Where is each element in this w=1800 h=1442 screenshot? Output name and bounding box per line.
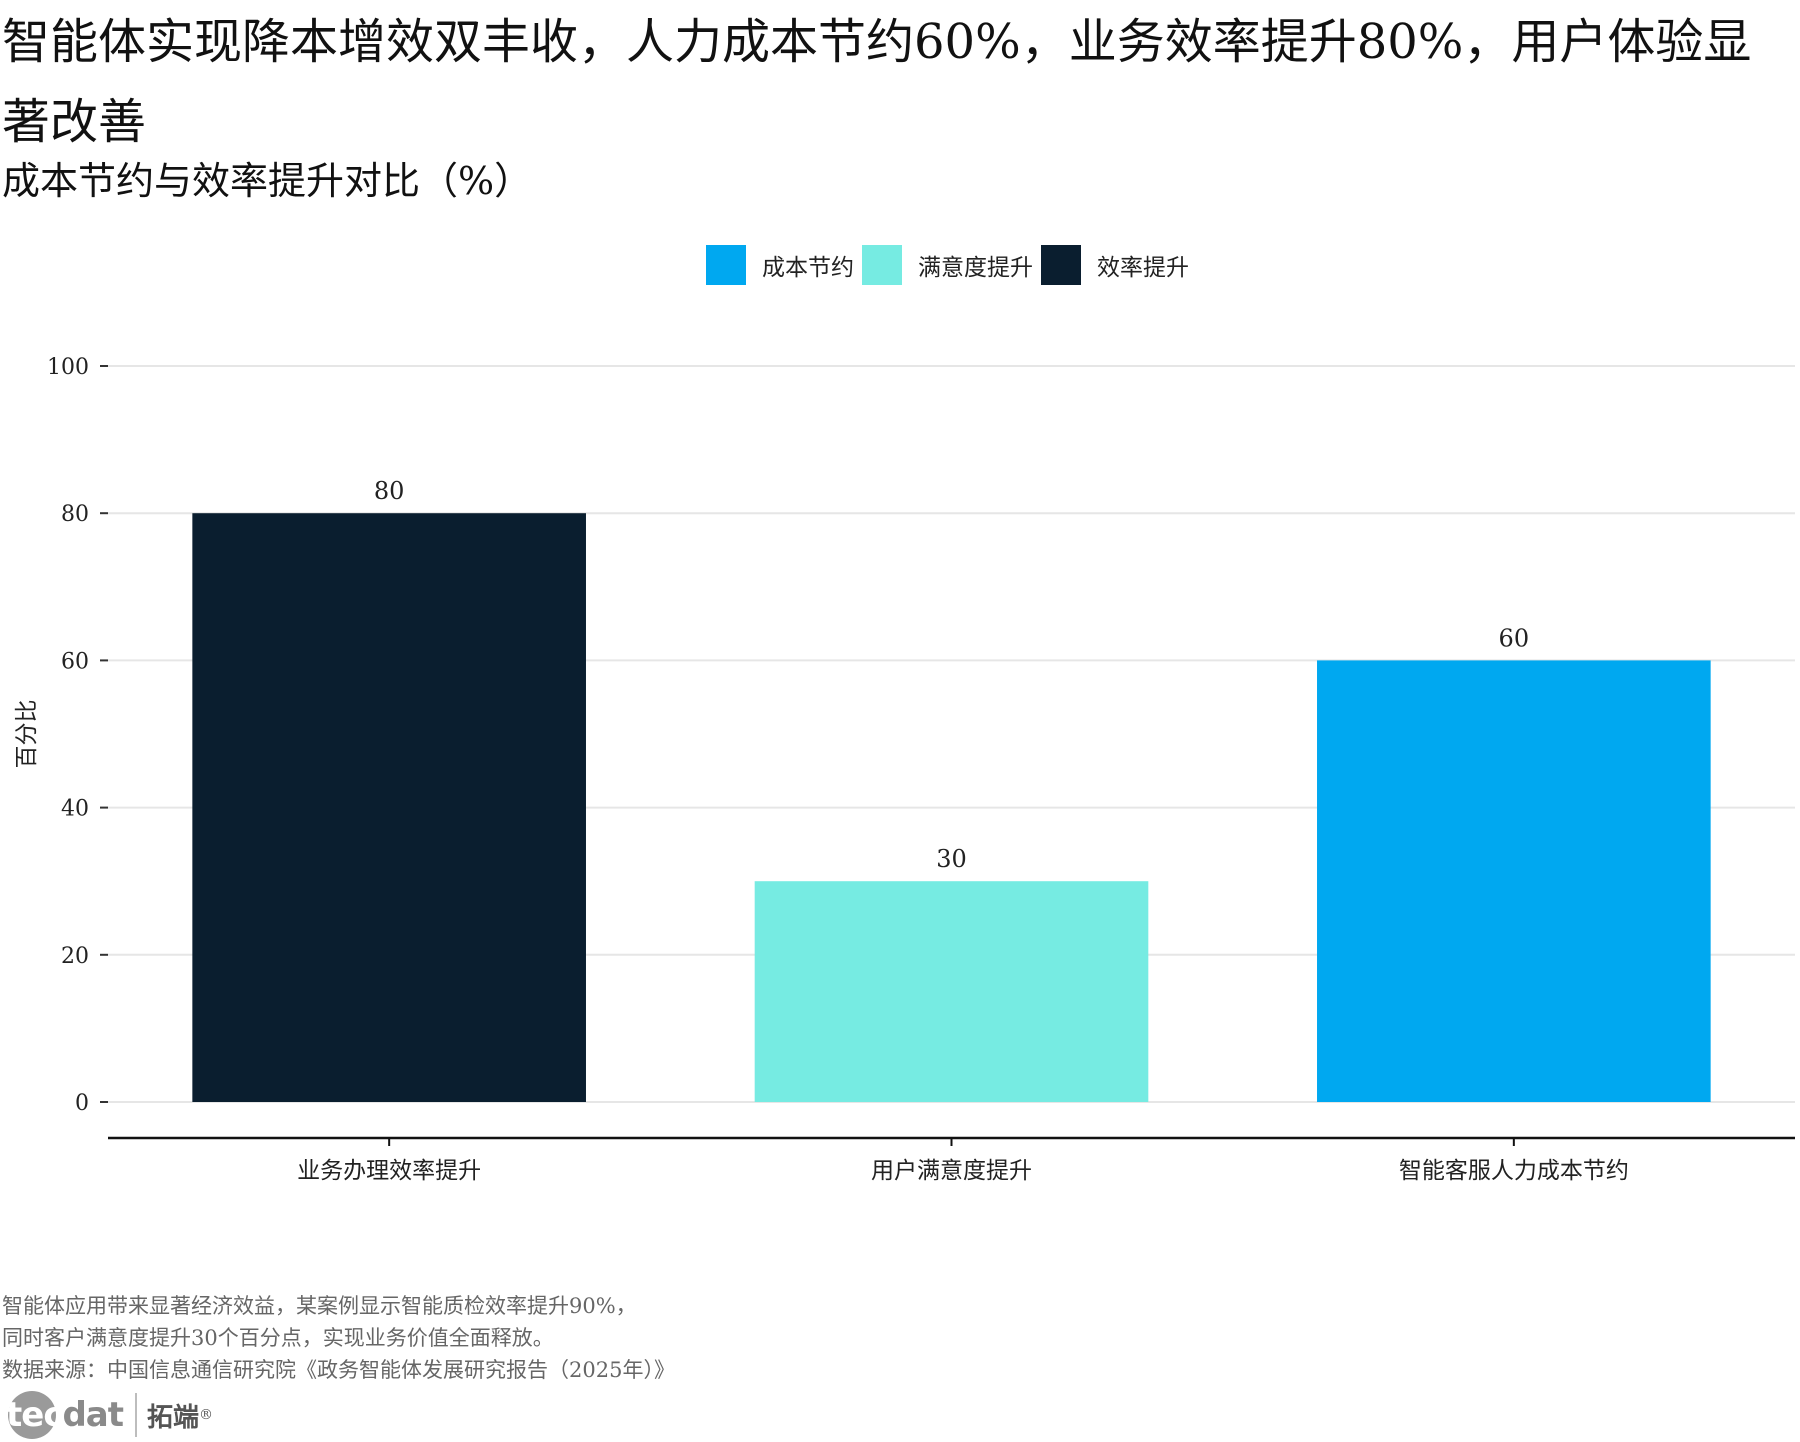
legend-label-efficiency: 效率提升 (1097, 255, 1189, 281)
y-tick-label: 100 (47, 355, 89, 380)
logo-divider (135, 1393, 138, 1437)
bar-3 (1317, 660, 1711, 1102)
logo-text-cn: 拓端 (147, 1402, 200, 1433)
source-note: 数据来源：中国信息通信研究院《政务智能体发展研究报告（2025年）》 (2, 1358, 675, 1382)
legend-label-cost-saving: 成本节约 (762, 255, 854, 281)
registered-mark: ® (199, 1407, 214, 1423)
legend-item-efficiency: 效率提升 (1041, 245, 1197, 285)
logo-circle-icon (8, 1391, 56, 1439)
legend-swatch-efficiency (1041, 245, 1081, 285)
bar-chart: 0 20 40 60 80 100 百分比 80 30 60 业务办理效率提升 用户满意度提升 智能客服… (14, 355, 1795, 1184)
y-tick-label: 60 (61, 649, 89, 674)
note-line-1: 智能体应用带来显著经济效益，某案例显示智能质检效率提升90%， (2, 1294, 637, 1318)
bar-value-label: 30 (936, 845, 967, 873)
bar-value-label: 80 (374, 477, 405, 505)
bar-2 (754, 881, 1149, 1102)
legend-item-cost-saving: 成本节约 (706, 245, 862, 285)
legend-item-satisfaction: 满意度提升 (862, 245, 1041, 285)
tecdat-logo: tec dat 拓端 ® (2, 1388, 213, 1442)
x-tick-label: 智能客服人力成本节约 (1399, 1158, 1629, 1184)
chart-legend: 成本节约 满意度提升 效率提升 (706, 244, 1197, 286)
bar-value-label: 60 (1499, 624, 1530, 652)
y-tick-label: 0 (75, 1091, 89, 1116)
y-tick-label: 40 (61, 797, 89, 822)
chart-notes: 智能体应用带来显著经济效益，某案例显示智能质检效率提升90%， 同时客户满意度提… (2, 1290, 675, 1386)
logo-text-dat: dat (62, 1395, 124, 1435)
note-line-2: 同时客户满意度提升30个百分点，实现业务价值全面释放。 (2, 1326, 554, 1350)
y-axis-title: 百分比 (14, 700, 40, 769)
legend-label-satisfaction: 满意度提升 (918, 255, 1033, 281)
x-tick-label: 用户满意度提升 (871, 1158, 1032, 1184)
y-tick-label: 20 (61, 944, 89, 969)
logo-text-tec: tec (6, 1395, 63, 1435)
legend-swatch-cost-saving (706, 245, 746, 285)
legend-swatch-satisfaction (862, 245, 902, 285)
x-tick-label: 业务办理效率提升 (297, 1158, 481, 1184)
chart-subtitle: 成本节约与效率提升对比（%） (2, 159, 533, 203)
chart-title: 智能体实现降本增效双丰收，人力成本节约60%，业务效率提升80%，用户体验显著改… (2, 14, 1752, 150)
bar-1 (192, 513, 586, 1102)
y-tick-label: 80 (61, 502, 89, 527)
